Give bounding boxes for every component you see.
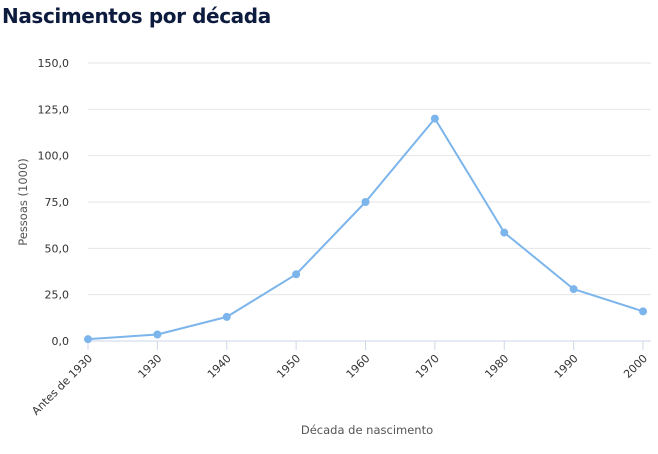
data-points bbox=[84, 114, 647, 344]
x-tick-label: 1930 bbox=[136, 352, 165, 381]
y-tick-label: 100,0 bbox=[38, 150, 70, 163]
x-tick-label: 1960 bbox=[344, 352, 373, 381]
x-tick-label: 2000 bbox=[621, 352, 650, 381]
data-point[interactable] bbox=[222, 312, 231, 321]
data-point[interactable] bbox=[153, 330, 162, 339]
y-tick-label: 75,0 bbox=[45, 196, 70, 209]
data-point[interactable] bbox=[639, 307, 647, 316]
data-point[interactable] bbox=[84, 335, 92, 344]
y-tick-label: 25,0 bbox=[45, 289, 70, 302]
x-axis-label: Década de nascimento bbox=[301, 423, 433, 437]
x-tick-label: 1990 bbox=[552, 352, 581, 381]
data-point[interactable] bbox=[569, 285, 578, 294]
y-axis-ticks: 0,0 25,0 50,0 75,0 100,0 125,0 150,0 bbox=[38, 57, 70, 348]
x-tick-label: 1970 bbox=[413, 352, 442, 381]
x-tick-label: 1980 bbox=[482, 352, 511, 381]
y-tick-label: 0,0 bbox=[52, 335, 70, 348]
grid-lines bbox=[88, 62, 651, 296]
x-tick-label: 1940 bbox=[205, 352, 234, 381]
y-axis-label: Pessoas (1000) bbox=[16, 158, 30, 246]
data-point[interactable] bbox=[430, 114, 439, 123]
x-tick-label: Antes de 1930 bbox=[29, 352, 95, 418]
y-tick-label: 50,0 bbox=[45, 242, 70, 255]
y-tick-label: 150,0 bbox=[38, 57, 70, 70]
x-axis-ticks: Antes de 1930 1930 1940 1950 1960 1970 1980 199… bbox=[29, 341, 650, 418]
x-tick-label: 1950 bbox=[274, 352, 303, 381]
page-title: Nascimentos por década bbox=[2, 4, 271, 28]
y-tick-label: 125,0 bbox=[38, 103, 70, 116]
data-point[interactable] bbox=[292, 270, 301, 279]
series-line bbox=[87, 117, 644, 341]
data-point[interactable] bbox=[361, 198, 370, 206]
data-point[interactable] bbox=[500, 228, 509, 237]
